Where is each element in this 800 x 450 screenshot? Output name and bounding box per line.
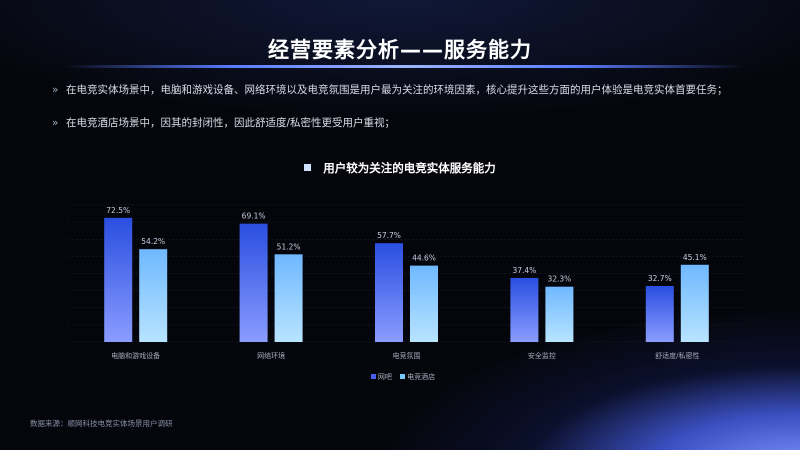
bar [410,265,438,342]
bullet-2: » 在电竞酒店场景中，因其的封闭性，因此舒适度/私密性更受用户重视； [52,117,396,129]
data-label: 37.4% [512,266,536,275]
data-label: 72.5% [106,206,130,215]
legend-swatch-wangba [370,374,376,379]
bar [139,249,168,342]
bar [510,277,539,342]
bar [545,286,574,342]
data-label: 69.1% [242,212,266,221]
data-label: 51.2% [277,242,301,251]
legend-swatch-hotel [400,374,406,379]
bar [239,223,268,342]
x-tick-label: 电竞氛围 [393,351,421,360]
page-title: 经营要素分析——服务能力 [268,38,532,62]
bar [680,264,709,342]
bar [375,243,403,342]
legend: 网吧 电竞酒店 [0,372,800,382]
square-icon [304,164,312,171]
bullet-marker: » [52,84,59,96]
bullet-1: » 在电竞实体场景中，电脑和游戏设备、网络环境以及电竞氛围是用户最为关注的环境因素… [52,84,728,96]
x-tick-label: 网络环境 [257,351,285,360]
legend-label: 电竞酒店 [407,373,436,381]
x-tick-label: 电脑和游戏设备 [111,351,160,360]
legend-label: 网吧 [377,373,392,381]
title-underline [64,65,744,68]
data-label: 32.7% [648,274,672,283]
data-label: 57.7% [377,231,401,240]
x-tick-label: 安全监控 [528,351,556,360]
chart-title: 用户较为关注的电竞实体服务能力 [0,160,800,176]
bar [104,217,133,342]
data-label: 54.2% [141,237,165,246]
data-label: 32.3% [547,275,571,284]
bar [645,286,674,342]
data-label: 44.6% [412,254,436,263]
bar [274,254,303,342]
data-source: 数据来源：顺网科技电竞实体场景用户调研 [30,419,173,428]
data-label: 45.1% [683,253,707,262]
bullet-marker: » [52,117,59,129]
x-tick-label: 舒适度/私密性 [655,351,699,360]
